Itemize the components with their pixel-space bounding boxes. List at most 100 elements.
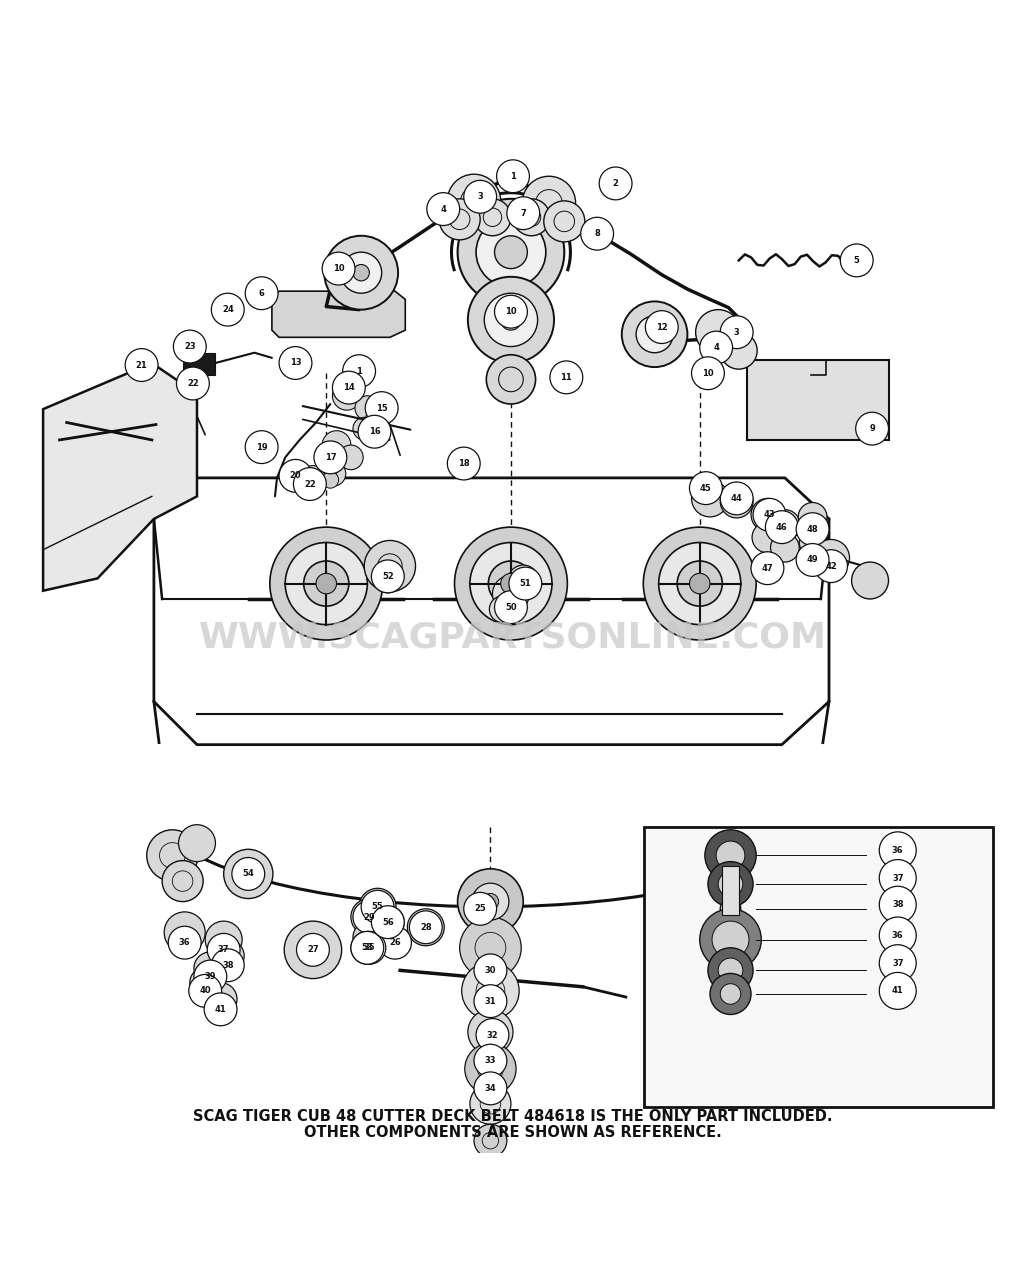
Text: 28: 28 <box>420 923 432 932</box>
Circle shape <box>409 911 442 943</box>
Circle shape <box>460 916 521 979</box>
Circle shape <box>689 573 710 594</box>
Circle shape <box>474 198 511 236</box>
Circle shape <box>716 841 745 870</box>
Circle shape <box>720 899 741 919</box>
Circle shape <box>439 198 480 239</box>
Text: 11: 11 <box>560 372 573 381</box>
Circle shape <box>501 310 521 330</box>
Circle shape <box>550 361 583 394</box>
Circle shape <box>856 412 889 445</box>
Text: 5: 5 <box>854 256 860 265</box>
Circle shape <box>752 522 783 553</box>
Circle shape <box>359 888 396 925</box>
Circle shape <box>351 932 384 964</box>
Circle shape <box>677 561 722 607</box>
Text: 47: 47 <box>761 563 774 572</box>
Circle shape <box>509 567 542 600</box>
Circle shape <box>301 466 325 490</box>
Circle shape <box>447 447 480 480</box>
Text: 36: 36 <box>179 938 191 947</box>
Circle shape <box>270 527 383 640</box>
Circle shape <box>211 940 244 973</box>
Circle shape <box>712 922 749 957</box>
Circle shape <box>501 573 521 594</box>
Text: 14: 14 <box>343 383 355 392</box>
Circle shape <box>643 527 756 640</box>
Text: 38: 38 <box>222 961 234 970</box>
Circle shape <box>371 906 404 938</box>
Text: 54: 54 <box>242 869 254 878</box>
Circle shape <box>474 954 507 987</box>
Circle shape <box>211 948 244 982</box>
Circle shape <box>379 927 411 959</box>
Circle shape <box>765 511 798 544</box>
Circle shape <box>710 974 751 1015</box>
Circle shape <box>361 891 394 923</box>
Circle shape <box>718 957 743 983</box>
Text: 34: 34 <box>484 1084 497 1093</box>
Circle shape <box>708 947 753 993</box>
Text: 33: 33 <box>484 1056 497 1065</box>
Circle shape <box>879 916 916 954</box>
Circle shape <box>293 467 326 500</box>
Text: 13: 13 <box>289 358 302 367</box>
Circle shape <box>472 883 509 920</box>
Circle shape <box>168 927 201 959</box>
Circle shape <box>476 218 546 287</box>
Circle shape <box>751 498 784 531</box>
Circle shape <box>813 539 850 576</box>
Circle shape <box>495 296 527 328</box>
Text: 21: 21 <box>135 361 148 370</box>
Circle shape <box>407 909 444 946</box>
Circle shape <box>522 177 576 229</box>
Text: 37: 37 <box>892 959 904 968</box>
Circle shape <box>468 1010 513 1055</box>
Circle shape <box>365 408 390 433</box>
Text: 38: 38 <box>892 900 904 909</box>
Circle shape <box>599 166 632 200</box>
Circle shape <box>371 559 404 593</box>
Text: 23: 23 <box>184 342 196 351</box>
Text: 56: 56 <box>382 918 394 927</box>
Text: 46: 46 <box>776 522 788 531</box>
Text: SCAG TIGER CUB 48 CUTTER DECK BELT 484618 IS THE ONLY PART INCLUDED.: SCAG TIGER CUB 48 CUTTER DECK BELT 48461… <box>193 1108 833 1124</box>
Circle shape <box>205 922 242 957</box>
Circle shape <box>636 316 673 353</box>
Circle shape <box>179 824 215 861</box>
Circle shape <box>322 472 339 488</box>
Text: 19: 19 <box>255 443 268 452</box>
Text: 29: 29 <box>363 913 376 922</box>
Circle shape <box>474 1071 507 1105</box>
Circle shape <box>204 993 237 1025</box>
Circle shape <box>189 974 222 1007</box>
Circle shape <box>720 316 753 348</box>
Circle shape <box>364 540 416 591</box>
Circle shape <box>173 330 206 364</box>
Circle shape <box>700 332 733 364</box>
Circle shape <box>371 906 404 938</box>
Circle shape <box>796 513 829 545</box>
Text: 18: 18 <box>458 460 470 468</box>
Text: 48: 48 <box>806 525 819 534</box>
Circle shape <box>204 983 237 1015</box>
Circle shape <box>371 559 404 593</box>
Circle shape <box>207 933 240 966</box>
Text: 39: 39 <box>204 972 216 980</box>
Circle shape <box>720 984 741 1005</box>
Circle shape <box>692 357 724 389</box>
Circle shape <box>799 529 826 556</box>
Circle shape <box>696 310 741 355</box>
Circle shape <box>465 1043 516 1094</box>
Circle shape <box>482 893 499 910</box>
Circle shape <box>125 348 158 381</box>
Circle shape <box>852 562 889 599</box>
Circle shape <box>708 861 753 906</box>
Circle shape <box>544 201 585 242</box>
Circle shape <box>194 960 227 993</box>
Text: 6: 6 <box>259 289 265 298</box>
Text: 9: 9 <box>869 424 875 433</box>
Circle shape <box>497 160 529 193</box>
Circle shape <box>879 973 916 1010</box>
Text: 41: 41 <box>892 987 904 996</box>
